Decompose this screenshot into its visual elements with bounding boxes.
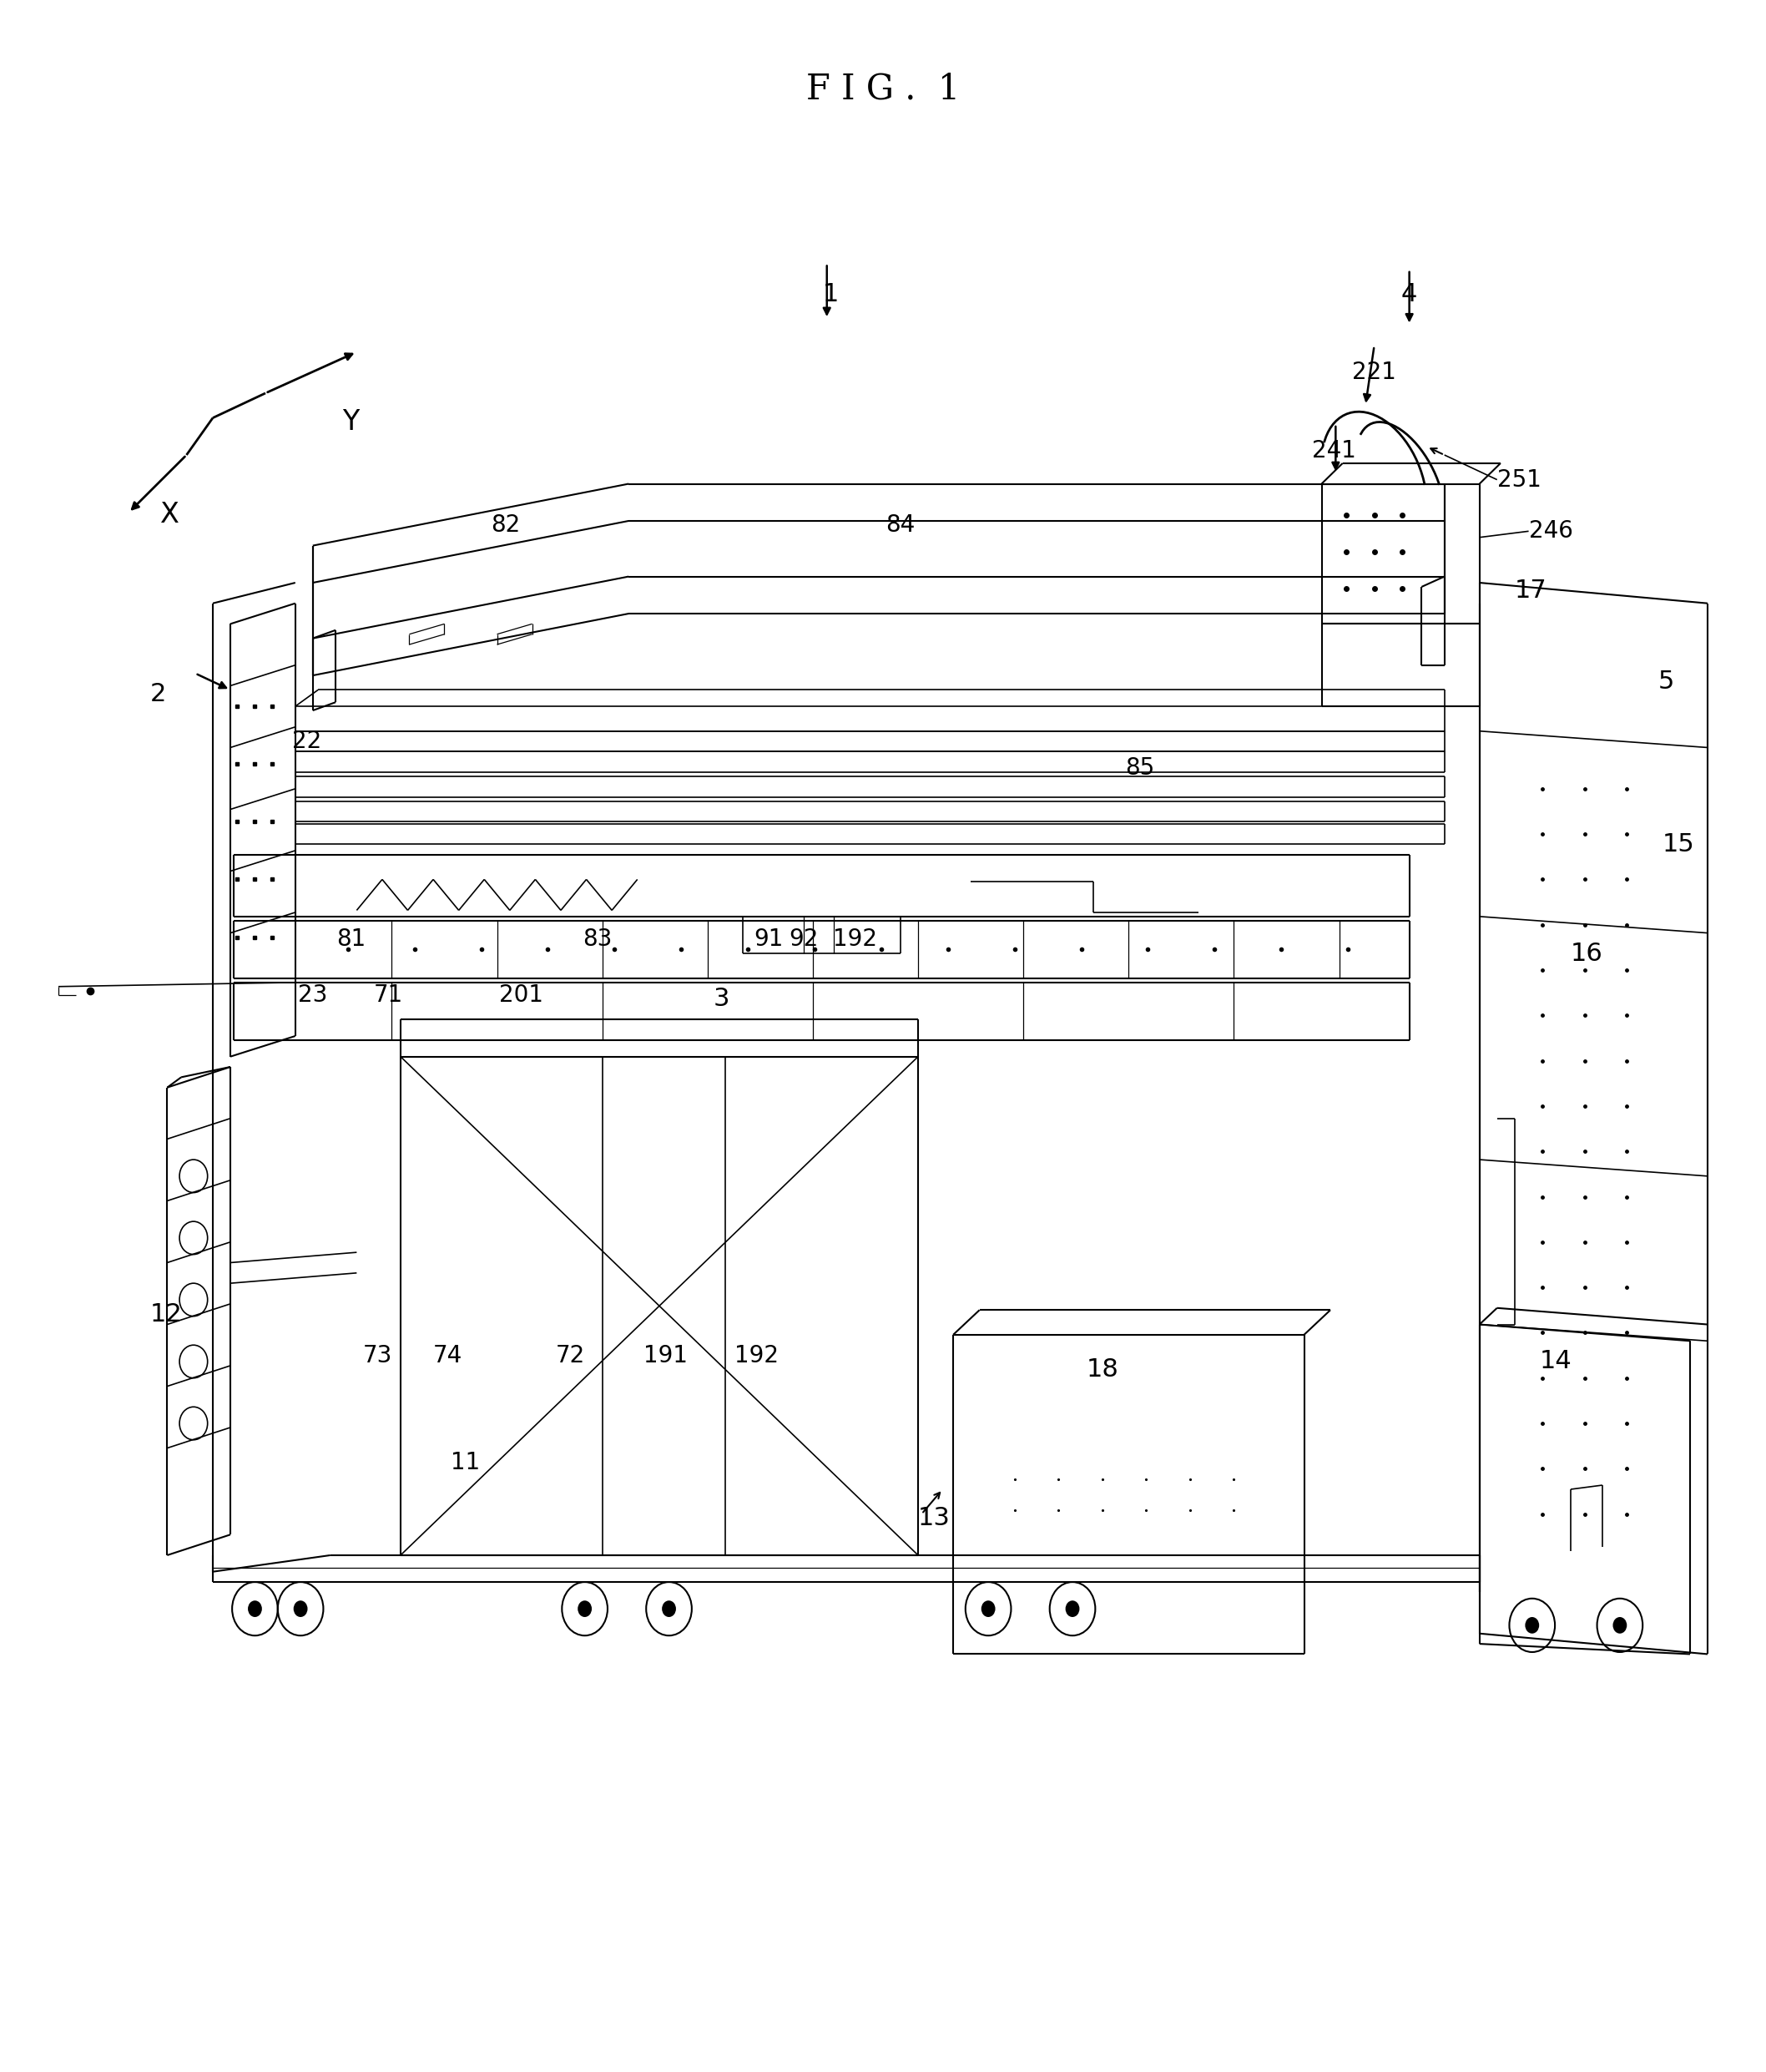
Text: 15: 15 bbox=[1662, 833, 1694, 856]
Text: 81: 81 bbox=[337, 928, 366, 951]
Text: 72: 72 bbox=[556, 1343, 585, 1368]
Text: 3: 3 bbox=[713, 986, 729, 1011]
Text: 74: 74 bbox=[433, 1343, 463, 1368]
Circle shape bbox=[1065, 1600, 1079, 1616]
Circle shape bbox=[982, 1600, 996, 1616]
Text: 191: 191 bbox=[643, 1343, 687, 1368]
Text: 82: 82 bbox=[491, 514, 521, 537]
Text: 192: 192 bbox=[834, 928, 878, 951]
Text: 241: 241 bbox=[1312, 439, 1356, 462]
Text: F I G .  1: F I G . 1 bbox=[805, 73, 961, 108]
Circle shape bbox=[577, 1600, 592, 1616]
Text: 23: 23 bbox=[298, 982, 327, 1007]
Text: 83: 83 bbox=[583, 928, 611, 951]
Text: 5: 5 bbox=[1658, 669, 1674, 694]
Text: 201: 201 bbox=[500, 982, 544, 1007]
Circle shape bbox=[1526, 1616, 1540, 1633]
Circle shape bbox=[1612, 1616, 1626, 1633]
Text: Y: Y bbox=[343, 408, 360, 435]
Text: 251: 251 bbox=[1498, 468, 1542, 491]
Text: X: X bbox=[161, 501, 180, 528]
Circle shape bbox=[293, 1600, 307, 1616]
Text: 17: 17 bbox=[1515, 578, 1547, 603]
Text: 192: 192 bbox=[735, 1343, 779, 1368]
Text: 2: 2 bbox=[150, 682, 166, 707]
Text: 16: 16 bbox=[1570, 941, 1604, 966]
Text: 85: 85 bbox=[1125, 756, 1155, 779]
Text: 221: 221 bbox=[1353, 361, 1397, 383]
Text: 18: 18 bbox=[1086, 1357, 1118, 1382]
Text: 14: 14 bbox=[1540, 1349, 1572, 1374]
Text: 11: 11 bbox=[450, 1450, 480, 1473]
Text: 22: 22 bbox=[291, 729, 321, 752]
Text: 92: 92 bbox=[789, 928, 819, 951]
Text: 246: 246 bbox=[1529, 520, 1574, 543]
Text: 12: 12 bbox=[150, 1301, 182, 1326]
Text: 84: 84 bbox=[887, 514, 915, 537]
Text: 13: 13 bbox=[918, 1506, 950, 1531]
Circle shape bbox=[247, 1600, 261, 1616]
Text: 73: 73 bbox=[364, 1343, 392, 1368]
Circle shape bbox=[662, 1600, 676, 1616]
Text: 1: 1 bbox=[823, 282, 839, 307]
Text: 4: 4 bbox=[1400, 282, 1418, 307]
Text: 91: 91 bbox=[754, 928, 784, 951]
Text: 71: 71 bbox=[374, 982, 403, 1007]
